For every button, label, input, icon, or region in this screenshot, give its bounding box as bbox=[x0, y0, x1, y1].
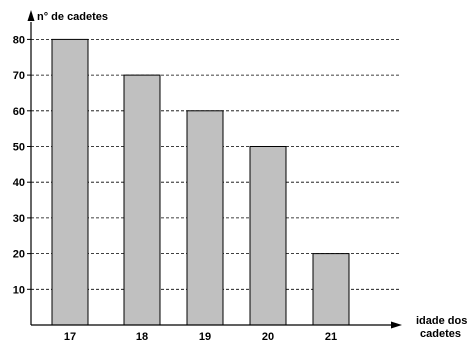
x-tick-label: 19 bbox=[199, 331, 211, 341]
bar-19 bbox=[186, 110, 224, 326]
y-axis-arrowhead bbox=[27, 10, 35, 21]
x-axis-title-line2: cadetes bbox=[420, 328, 461, 340]
bar-21 bbox=[312, 253, 350, 326]
x-axis-arrowhead bbox=[391, 321, 402, 329]
y-tick-label: 80 bbox=[13, 34, 25, 46]
x-axis-title-line1: idade dos bbox=[416, 315, 467, 327]
x-tick-label: 17 bbox=[64, 331, 76, 341]
y-tick-label: 10 bbox=[13, 284, 25, 296]
y-tick-label: 50 bbox=[13, 142, 25, 154]
bar-20 bbox=[249, 146, 287, 326]
bar-17 bbox=[51, 38, 89, 326]
x-tick-label: 21 bbox=[325, 331, 337, 341]
y-tick-label: 40 bbox=[13, 177, 25, 189]
x-tick-labels: 17 18 19 20 21 bbox=[64, 331, 337, 341]
y-tick-label: 20 bbox=[13, 249, 25, 261]
y-tick-label: 60 bbox=[13, 106, 25, 118]
y-tick-label: 30 bbox=[13, 213, 25, 225]
y-tick-labels: 10 20 30 40 50 60 70 80 bbox=[13, 34, 25, 296]
y-axis-title: n° de cadetes bbox=[37, 11, 108, 23]
y-tick-label: 70 bbox=[13, 70, 25, 82]
bars bbox=[51, 38, 350, 326]
x-tick-label: 18 bbox=[136, 331, 148, 341]
x-tick-label: 20 bbox=[262, 331, 274, 341]
axes bbox=[27, 10, 402, 329]
bar-18 bbox=[123, 74, 161, 326]
